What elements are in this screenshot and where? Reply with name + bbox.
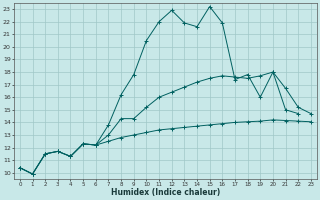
X-axis label: Humidex (Indice chaleur): Humidex (Indice chaleur) bbox=[111, 188, 220, 197]
